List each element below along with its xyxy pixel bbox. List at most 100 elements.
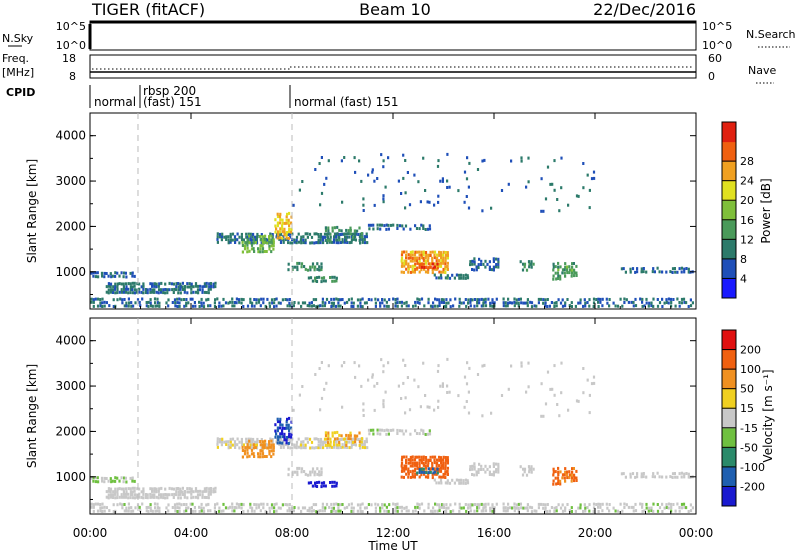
power-cell	[404, 224, 408, 228]
power-cell	[96, 304, 100, 308]
power-colorbar-tick-label: 20	[740, 194, 754, 207]
velocity-cell	[442, 506, 445, 509]
velocity-cell	[418, 468, 421, 472]
power-cell	[225, 238, 228, 241]
power-cell	[266, 238, 270, 242]
power-cell	[238, 235, 241, 239]
velocity-cell	[217, 509, 221, 513]
velocity-cell	[407, 461, 410, 465]
power-cell	[525, 268, 529, 272]
power-cell	[559, 301, 563, 305]
velocity-cell	[691, 506, 694, 510]
power-cell	[645, 270, 648, 274]
velocity-cell	[420, 461, 423, 465]
power-cell	[433, 265, 437, 269]
power-cell	[436, 266, 439, 270]
power-cell	[465, 304, 468, 308]
velocity-cell	[201, 493, 204, 497]
velocity-cell	[687, 510, 690, 513]
velocity-cell	[259, 449, 262, 453]
velocity-cell	[363, 506, 367, 510]
power-cell	[492, 260, 495, 263]
power-cell	[288, 224, 291, 228]
power-cell	[168, 288, 171, 292]
power-cell	[145, 304, 148, 308]
velocity-ytick-label: 2000	[55, 424, 86, 438]
power-cell	[155, 282, 158, 286]
power-cell	[196, 284, 199, 288]
velocity-cell	[471, 467, 474, 471]
velocity-cell	[315, 485, 319, 488]
power-cell	[427, 262, 430, 266]
power-cell	[276, 212, 279, 216]
power-cell	[246, 240, 249, 244]
power-cell	[187, 301, 190, 305]
velocity-cell	[327, 431, 330, 435]
power-cell	[320, 276, 323, 280]
power-cell	[444, 262, 447, 266]
velocity-cell	[281, 426, 284, 430]
velocity-cell	[317, 446, 320, 450]
power-cell	[568, 304, 571, 308]
velocity-cell	[285, 438, 288, 442]
velocity-cell	[266, 502, 269, 506]
power-cell	[330, 301, 333, 305]
velocity-cell	[652, 502, 655, 506]
velocity-cell	[246, 451, 249, 455]
velocity-cell	[312, 509, 315, 513]
velocity-cell	[473, 473, 476, 477]
power-cell	[448, 276, 452, 280]
power-cell	[271, 241, 274, 245]
velocity-cell	[429, 509, 433, 513]
velocity-cell	[328, 443, 331, 447]
velocity-cell	[116, 490, 119, 494]
velocity-cell	[275, 509, 278, 513]
power-cell	[420, 262, 423, 266]
velocity-cell	[120, 493, 123, 497]
velocity-cell	[175, 487, 178, 491]
velocity-cell	[527, 385, 530, 389]
power-cell	[339, 298, 342, 302]
velocity-cell	[295, 443, 298, 447]
velocity-cell	[413, 461, 416, 465]
velocity-cell	[629, 475, 632, 479]
velocity-cell	[403, 506, 406, 510]
velocity-cell	[339, 503, 342, 507]
power-cell	[160, 281, 163, 285]
power-cell	[268, 301, 271, 305]
velocity-cell	[222, 509, 225, 513]
power-cell	[489, 304, 492, 308]
velocity-cell	[270, 455, 273, 459]
velocity-cell	[424, 433, 427, 436]
power-cell	[672, 298, 675, 301]
power-cell	[363, 238, 366, 241]
x-tick-label: 04:00	[174, 526, 209, 540]
power-cell	[379, 227, 382, 231]
velocity-cell	[127, 496, 130, 500]
power-cell	[151, 304, 154, 308]
velocity-cell	[109, 493, 113, 497]
power-cell	[341, 240, 344, 244]
velocity-cell	[308, 509, 311, 513]
power-cell	[401, 224, 404, 228]
velocity-cell	[164, 496, 167, 500]
power-cell	[291, 268, 294, 271]
power-cell	[500, 189, 504, 192]
power-cell	[678, 304, 681, 308]
velocity-cell	[92, 503, 95, 507]
velocity-cell	[236, 437, 239, 441]
power-cell	[528, 265, 531, 269]
velocity-cell	[376, 432, 379, 436]
power-cell	[240, 235, 243, 239]
velocity-cell	[151, 495, 154, 499]
velocity-cell	[560, 391, 563, 395]
power-cell	[120, 271, 123, 275]
power-cell	[246, 250, 249, 254]
power-cell	[497, 262, 500, 266]
power-cell	[314, 265, 317, 269]
velocity-cell	[248, 454, 251, 458]
power-cell	[446, 274, 449, 278]
velocity-cell	[341, 503, 344, 506]
velocity-cell	[329, 444, 332, 448]
velocity-cell	[415, 432, 419, 435]
